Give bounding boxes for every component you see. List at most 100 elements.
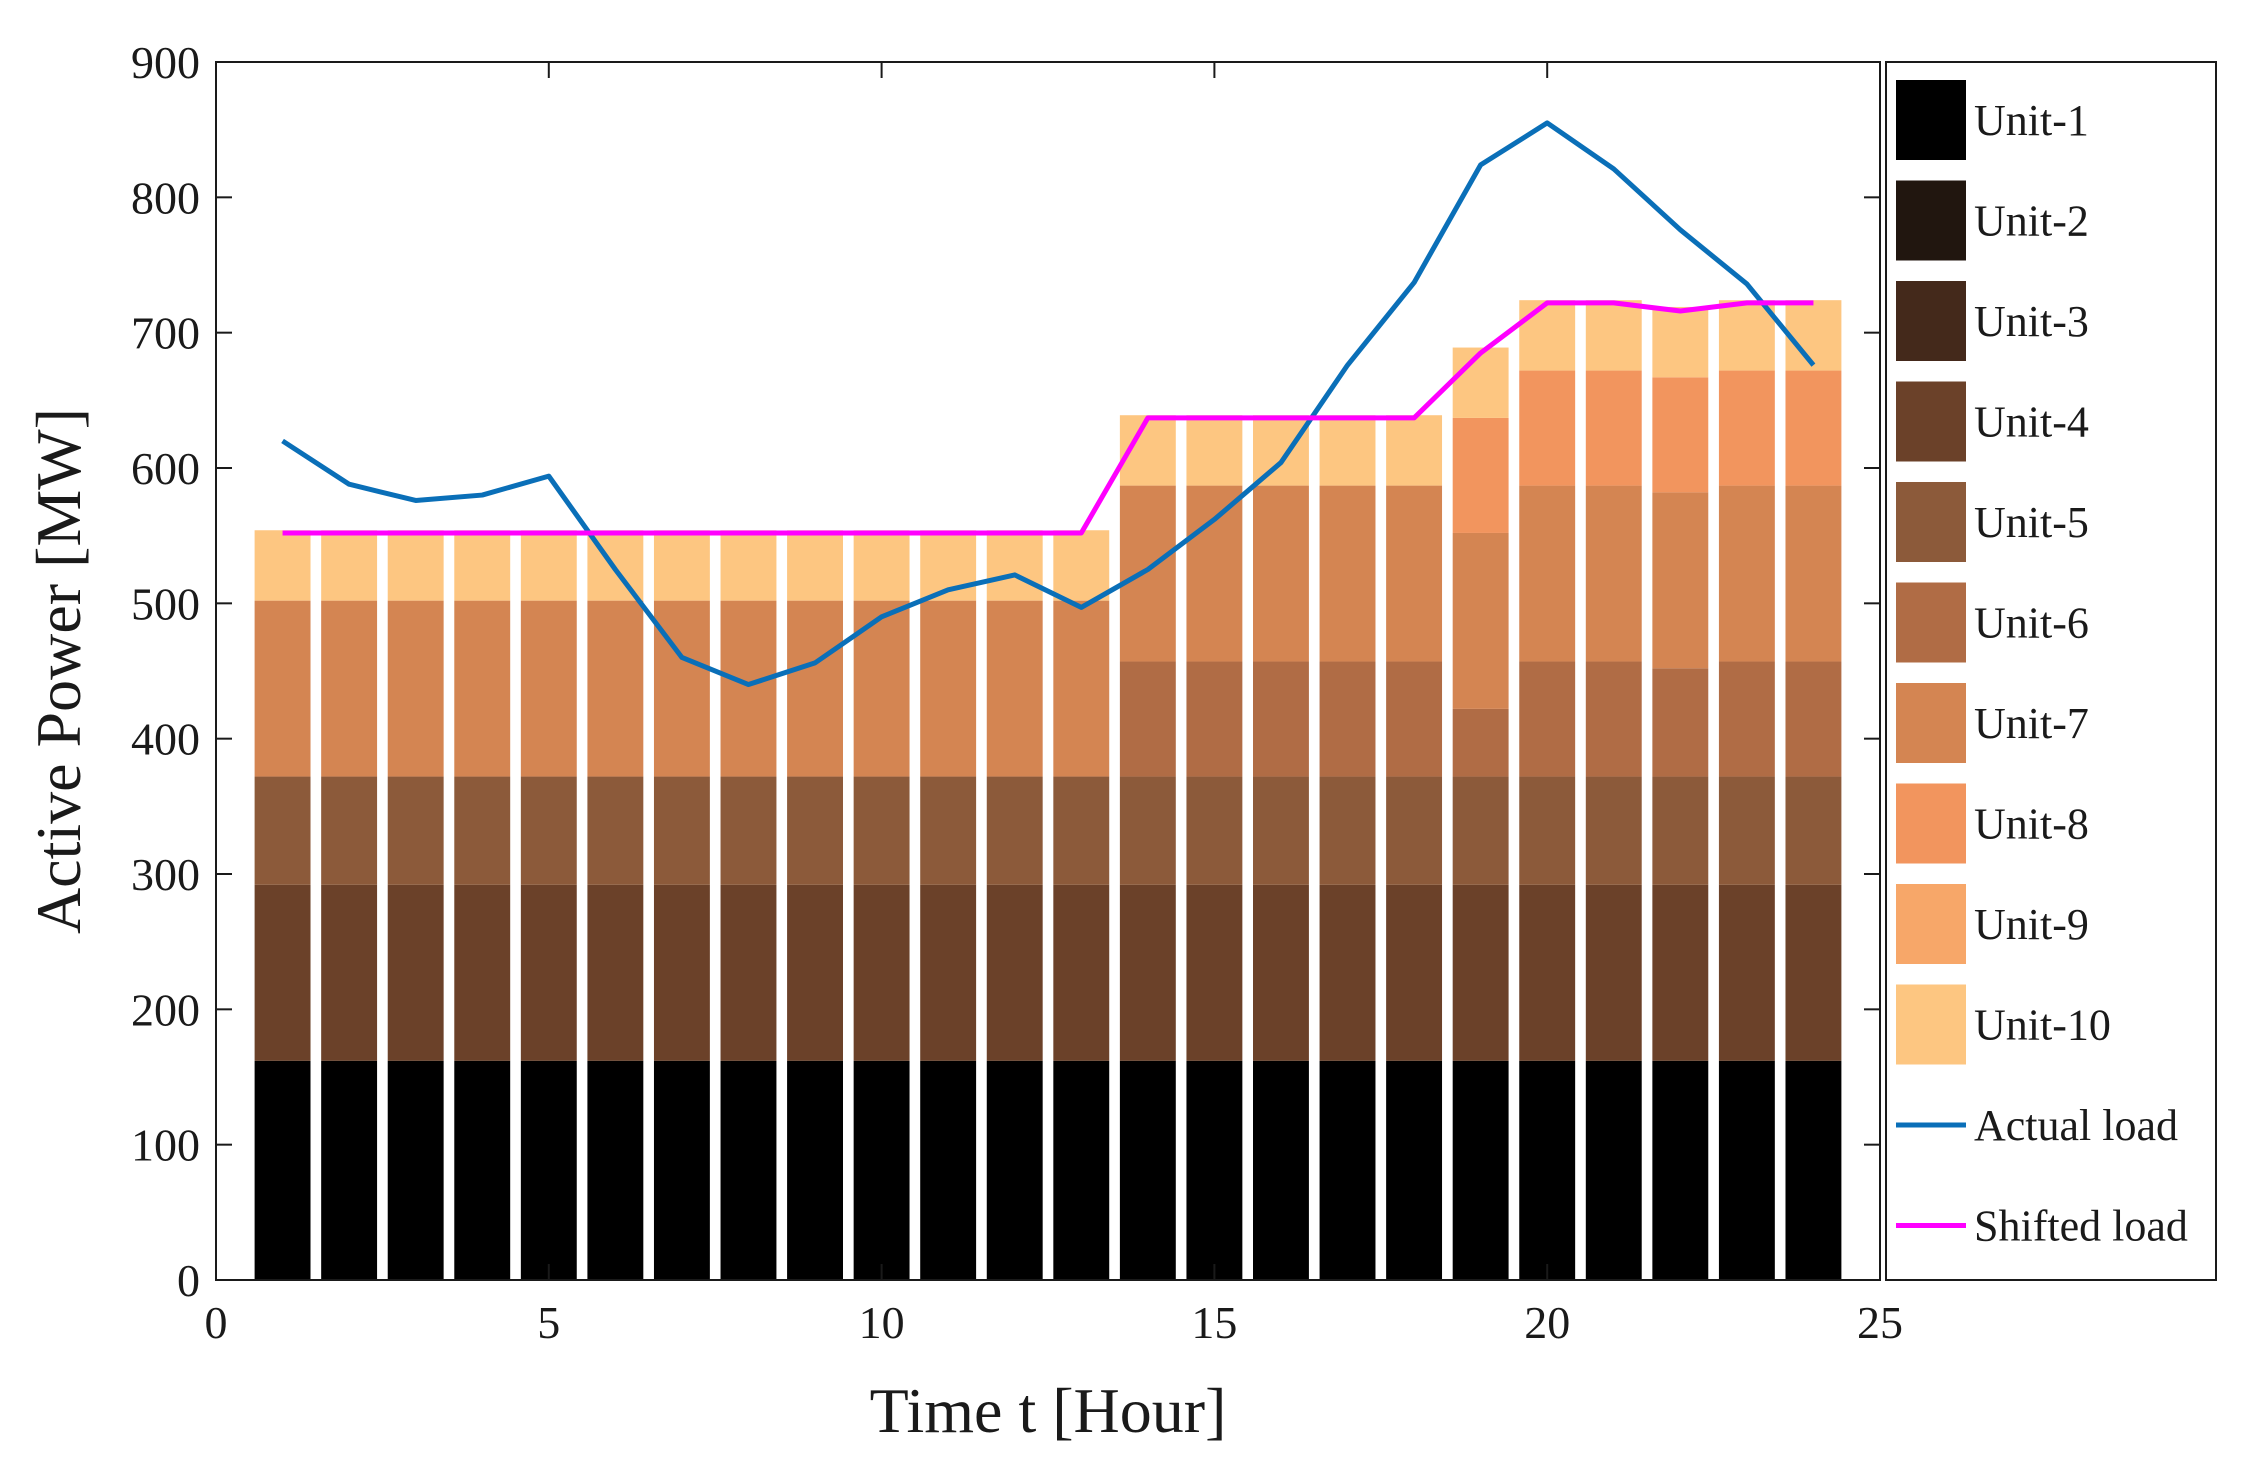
bar-segment-unit-4-hour-23 bbox=[1718, 884, 1775, 1061]
bar-segment-unit-10-hour-10 bbox=[853, 530, 910, 601]
bar-segment-unit-5-hour-14 bbox=[1119, 776, 1176, 885]
x-tick-label: 5 bbox=[537, 1297, 560, 1348]
bar-segment-unit-5-hour-1 bbox=[254, 776, 311, 885]
x-tick-label: 10 bbox=[859, 1297, 905, 1348]
bar-segment-unit-5-hour-6 bbox=[587, 776, 644, 885]
bar-segment-unit-5-hour-7 bbox=[653, 776, 710, 885]
bar-segment-unit-5-hour-24 bbox=[1785, 776, 1842, 885]
bar-segment-unit-7-hour-6 bbox=[587, 600, 644, 777]
y-tick-label: 300 bbox=[131, 849, 200, 900]
bar-segment-unit-10-hour-7 bbox=[653, 530, 710, 601]
bar-segment-unit-7-hour-9 bbox=[787, 600, 843, 777]
bar-segment-unit-4-hour-14 bbox=[1119, 884, 1176, 1061]
bar-segment-unit-1-hour-1 bbox=[254, 1060, 311, 1280]
bar-segment-unit-10-hour-20 bbox=[1519, 300, 1576, 371]
bar-segment-unit-4-hour-12 bbox=[986, 884, 1043, 1061]
bar-segment-unit-5-hour-12 bbox=[986, 776, 1043, 885]
bar-segment-unit-5-hour-20 bbox=[1519, 776, 1576, 885]
bar-segment-unit-1-hour-24 bbox=[1785, 1060, 1842, 1280]
bar-segment-unit-10-hour-17 bbox=[1319, 415, 1376, 486]
legend-swatch-unit-9 bbox=[1896, 884, 1966, 964]
bar-segment-unit-4-hour-6 bbox=[587, 884, 644, 1061]
bar-segment-unit-1-hour-2 bbox=[321, 1060, 378, 1280]
legend-label-unit-10: Unit-10 bbox=[1974, 1001, 2111, 1050]
bar-segment-unit-4-hour-16 bbox=[1253, 884, 1309, 1061]
bar-segment-unit-7-hour-1 bbox=[254, 600, 311, 777]
bar-segment-unit-6-hour-18 bbox=[1386, 661, 1443, 777]
bar-segment-unit-10-hour-12 bbox=[986, 530, 1043, 601]
bar-segment-unit-1-hour-6 bbox=[587, 1060, 644, 1280]
bar-segment-unit-10-hour-8 bbox=[720, 530, 777, 601]
actual-load-line bbox=[281, 120, 1816, 688]
bar-segment-unit-1-hour-22 bbox=[1652, 1060, 1709, 1280]
legend-swatch-unit-2 bbox=[1896, 180, 1966, 261]
y-tick-label: 800 bbox=[131, 172, 200, 223]
bar-segment-unit-1-hour-23 bbox=[1718, 1060, 1775, 1280]
bar-segment-unit-5-hour-11 bbox=[920, 776, 977, 885]
bar-segment-unit-4-hour-3 bbox=[387, 884, 444, 1061]
bar-segment-unit-4-hour-4 bbox=[454, 884, 511, 1061]
legend-swatch-unit-5 bbox=[1896, 482, 1966, 562]
x-tick-label: 15 bbox=[1191, 1297, 1237, 1348]
bar-segment-unit-5-hour-17 bbox=[1319, 776, 1376, 885]
bar-segment-unit-1-hour-5 bbox=[520, 1060, 577, 1280]
bar-segment-unit-5-hour-13 bbox=[1053, 776, 1110, 885]
bar-segment-unit-10-hour-15 bbox=[1186, 415, 1243, 486]
bar-segment-unit-1-hour-15 bbox=[1186, 1060, 1243, 1280]
bar-segment-unit-7-hour-11 bbox=[920, 600, 977, 777]
bar-segment-unit-6-hour-16 bbox=[1253, 661, 1309, 777]
bar-segment-unit-10-hour-18 bbox=[1386, 415, 1443, 486]
bar-segment-unit-10-hour-21 bbox=[1585, 300, 1642, 371]
bar-segment-unit-1-hour-17 bbox=[1319, 1060, 1376, 1280]
bar-segment-unit-4-hour-11 bbox=[920, 884, 977, 1061]
legend-swatch-unit-3 bbox=[1896, 281, 1966, 361]
y-tick-label: 200 bbox=[131, 984, 200, 1035]
bar-segment-unit-1-hour-19 bbox=[1452, 1060, 1509, 1280]
bar-segment-unit-5-hour-3 bbox=[387, 776, 444, 885]
bar-segment-unit-4-hour-15 bbox=[1186, 884, 1243, 1061]
bar-segment-unit-4-hour-8 bbox=[720, 884, 777, 1061]
bar-segment-unit-1-hour-3 bbox=[387, 1060, 444, 1280]
bar-segment-unit-1-hour-13 bbox=[1053, 1060, 1110, 1280]
legend-swatch-unit-8 bbox=[1896, 783, 1966, 864]
bar-segment-unit-1-hour-20 bbox=[1519, 1060, 1576, 1280]
bar-segment-unit-10-hour-22 bbox=[1652, 306, 1709, 378]
bar-segment-unit-6-hour-19 bbox=[1452, 708, 1509, 777]
bar-segment-unit-4-hour-22 bbox=[1652, 884, 1709, 1061]
bar-segment-unit-10-hour-9 bbox=[787, 530, 843, 601]
bar-segment-unit-8-hour-22 bbox=[1652, 377, 1709, 493]
bar-segment-unit-8-hour-20 bbox=[1519, 370, 1576, 486]
bar-segment-unit-7-hour-13 bbox=[1053, 600, 1110, 777]
legend-swatch-unit-7 bbox=[1896, 683, 1966, 763]
bar-segment-unit-1-hour-14 bbox=[1119, 1060, 1176, 1280]
legend-swatch-unit-1 bbox=[1896, 80, 1966, 160]
bar-segment-unit-10-hour-4 bbox=[454, 530, 511, 601]
bar-segment-unit-10-hour-2 bbox=[321, 530, 378, 601]
bar-segment-unit-4-hour-1 bbox=[254, 884, 311, 1061]
y-tick-label: 100 bbox=[131, 1120, 200, 1171]
bar-segment-unit-1-hour-4 bbox=[454, 1060, 511, 1280]
bar-segment-unit-10-hour-13 bbox=[1053, 530, 1110, 601]
bar-segment-unit-7-hour-18 bbox=[1386, 485, 1443, 662]
bar-segment-unit-6-hour-24 bbox=[1785, 661, 1842, 777]
bar-segment-unit-1-hour-21 bbox=[1585, 1060, 1642, 1280]
bar-segment-unit-1-hour-12 bbox=[986, 1060, 1043, 1280]
bar-segment-unit-4-hour-21 bbox=[1585, 884, 1642, 1061]
legend-label-unit-6: Unit-6 bbox=[1974, 599, 2089, 648]
bar-segment-unit-8-hour-19 bbox=[1452, 417, 1509, 533]
bar-segment-unit-4-hour-9 bbox=[787, 884, 843, 1061]
bar-segment-unit-6-hour-15 bbox=[1186, 661, 1243, 777]
bar-segment-unit-7-hour-3 bbox=[387, 600, 444, 777]
legend-swatch-unit-10 bbox=[1896, 984, 1966, 1065]
bar-segment-unit-5-hour-10 bbox=[853, 776, 910, 885]
bar-segment-unit-6-hour-22 bbox=[1652, 668, 1709, 777]
bar-segment-unit-4-hour-24 bbox=[1785, 884, 1842, 1061]
bar-segment-unit-7-hour-4 bbox=[454, 600, 511, 777]
bar-segment-unit-1-hour-16 bbox=[1253, 1060, 1309, 1280]
bar-segment-unit-5-hour-21 bbox=[1585, 776, 1642, 885]
bar-segment-unit-7-hour-10 bbox=[853, 600, 910, 777]
bar-segment-unit-1-hour-8 bbox=[720, 1060, 777, 1280]
bar-segment-unit-5-hour-4 bbox=[454, 776, 511, 885]
bar-segment-unit-4-hour-7 bbox=[653, 884, 710, 1061]
bar-segment-unit-7-hour-23 bbox=[1718, 485, 1775, 662]
